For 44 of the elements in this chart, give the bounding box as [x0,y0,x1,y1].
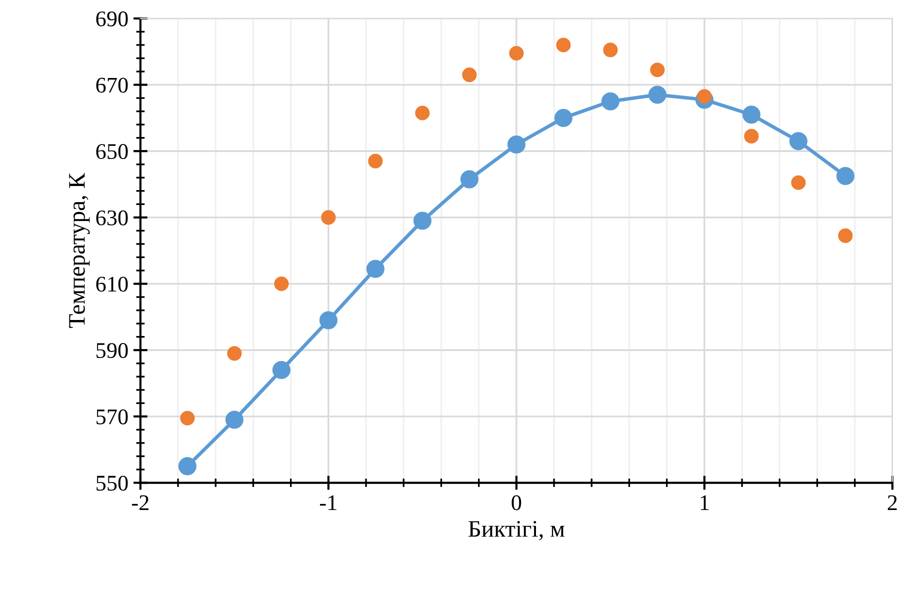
point [744,128,759,144]
point [368,154,383,168]
point [321,210,336,225]
y-tick-label: 670 [96,78,128,93]
point [509,46,524,61]
y-tick-label: 610 [96,276,128,292]
point [180,410,195,426]
point [415,106,430,120]
point [507,135,526,154]
y-tick-label: 650 [96,144,128,160]
x-tick-label: -2 [132,495,148,510]
y-tick-label: 570 [96,409,128,424]
point [460,170,478,188]
x-tick-label: 2 [888,495,897,510]
point [366,260,384,278]
point [556,38,571,52]
y-tick-label: 630 [96,210,128,226]
point [742,106,760,124]
point [789,132,808,150]
point [836,166,854,186]
x-tick-label: 1 [700,495,709,510]
point [227,346,242,361]
y-axis-title: Температура, К [69,172,90,328]
point [554,108,572,127]
point [413,212,432,230]
point [462,68,477,82]
point [272,360,290,380]
point [319,311,338,330]
y-tick-label: 690 [96,11,128,26]
x-axis-title: Биктігі, м [468,521,564,540]
point [601,92,620,110]
point [791,175,806,190]
point [603,42,618,58]
point [178,457,196,476]
point [697,89,712,104]
y-tick-label: 590 [96,343,128,358]
point [650,62,665,78]
point [838,228,853,243]
point [225,410,244,429]
x-tick-label: 0 [512,495,522,510]
y-tick-label: 550 [96,476,128,491]
point [648,86,666,104]
point [274,276,289,292]
x-tick-label: -1 [320,495,336,510]
